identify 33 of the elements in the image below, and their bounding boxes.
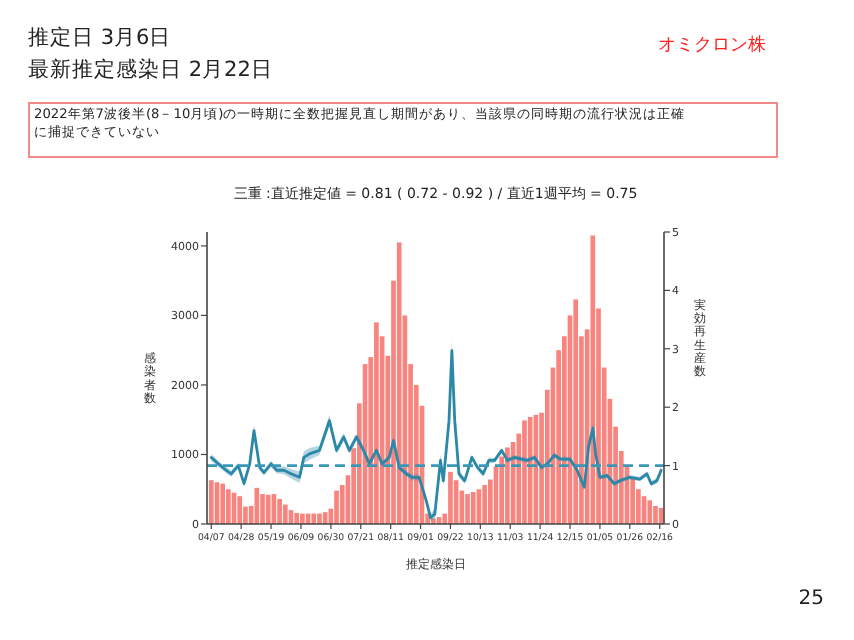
bar bbox=[294, 512, 300, 524]
bar bbox=[590, 235, 596, 524]
bar bbox=[374, 322, 379, 524]
bar bbox=[505, 447, 510, 524]
bar bbox=[237, 496, 243, 524]
bar bbox=[277, 498, 282, 524]
bar bbox=[470, 492, 476, 524]
bar bbox=[311, 513, 317, 524]
bar bbox=[522, 420, 527, 524]
bar bbox=[220, 483, 225, 524]
bar bbox=[465, 494, 470, 524]
bar bbox=[448, 471, 453, 524]
bar bbox=[527, 416, 533, 524]
annotation: 推定日 3月6日 bbox=[28, 26, 172, 50]
bar bbox=[282, 504, 288, 524]
annotation: 25 bbox=[798, 588, 824, 610]
bar bbox=[431, 518, 436, 524]
bar bbox=[317, 513, 322, 524]
bar bbox=[208, 480, 214, 524]
annotation: 最新推定感染日 2月22日 bbox=[28, 58, 273, 82]
bar bbox=[573, 299, 579, 524]
bar bbox=[226, 489, 231, 524]
bar bbox=[334, 490, 339, 524]
bar bbox=[396, 242, 402, 524]
bar bbox=[653, 505, 658, 524]
bar bbox=[254, 487, 260, 524]
bar bbox=[260, 494, 265, 524]
bar bbox=[647, 500, 653, 524]
annotation: オミクロン株 bbox=[658, 36, 766, 56]
bar bbox=[265, 494, 271, 524]
bar bbox=[300, 513, 305, 524]
bar bbox=[482, 485, 487, 524]
bar bbox=[499, 456, 505, 524]
